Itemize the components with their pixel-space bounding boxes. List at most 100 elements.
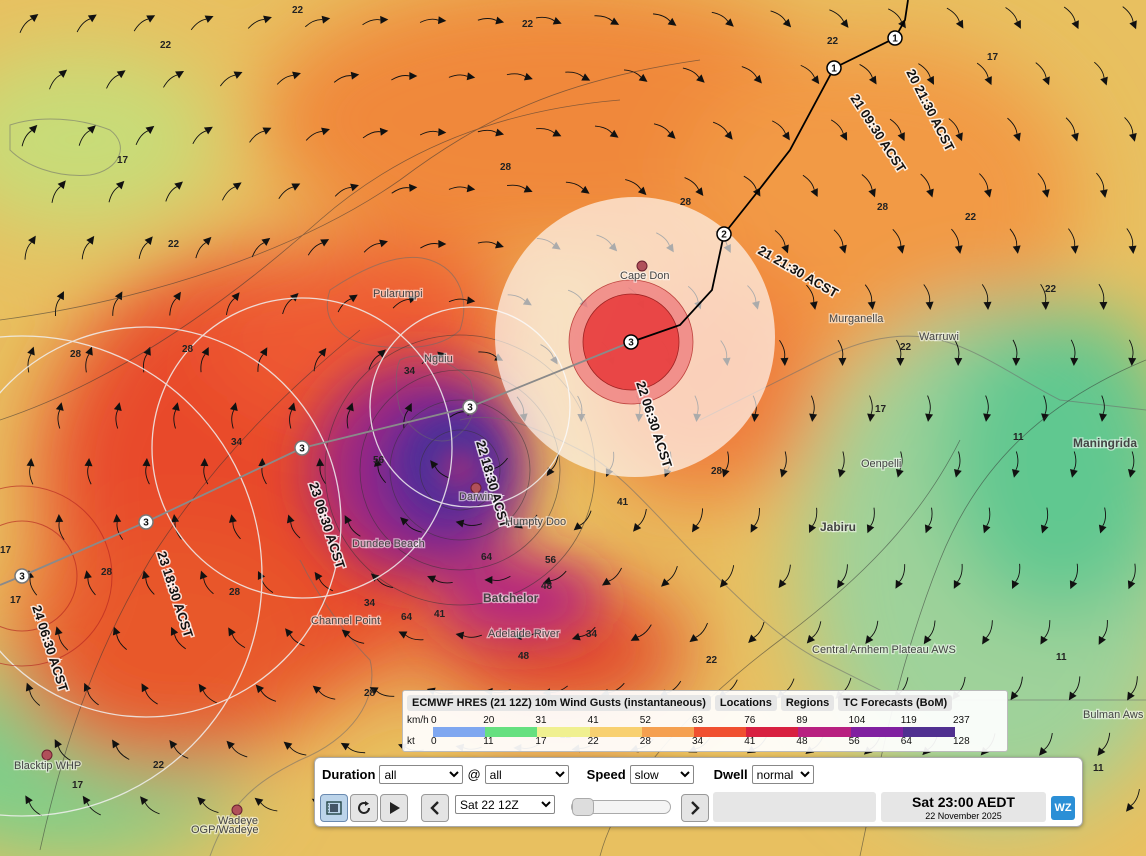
color-swatch [641, 727, 695, 737]
contour-label: 22 [292, 5, 304, 16]
film-icon[interactable] [320, 794, 348, 822]
wind-arrow [711, 11, 734, 27]
wind-arrow [981, 284, 992, 310]
tc-category-marker[interactable]: 3 [14, 568, 30, 584]
contour-label: 34 [404, 366, 416, 377]
wind-arrow [54, 739, 71, 761]
wind-arrow [809, 395, 818, 422]
wind-arrow [924, 507, 933, 534]
place-marker[interactable] [41, 749, 53, 761]
wind-arrow [948, 118, 963, 142]
place-label: Darwin [459, 491, 493, 503]
place-label: Jabiru [820, 520, 856, 534]
next-icon[interactable] [681, 794, 709, 822]
wind-arrow [506, 72, 533, 81]
tc-category-marker[interactable]: 2 [716, 226, 732, 242]
scale-tick: 20 [483, 715, 495, 726]
wind-arrow [251, 237, 271, 258]
wind-arrow [806, 284, 818, 310]
wind-arrow [895, 451, 904, 478]
speed-select[interactable]: slow [629, 765, 694, 784]
place-marker[interactable] [636, 260, 648, 272]
wind-arrow [165, 181, 183, 202]
tc-category-marker[interactable]: 3 [138, 514, 154, 530]
color-bar [433, 727, 956, 737]
at-select[interactable]: all [484, 765, 569, 784]
place-marker[interactable] [470, 482, 482, 494]
wind-direction-arrows [19, 6, 1140, 817]
scale-tick: 0 [431, 736, 437, 747]
wind-arrow [774, 230, 789, 254]
scale-tick: 56 [848, 736, 860, 747]
duration-select[interactable]: all [379, 765, 464, 784]
color-swatch [902, 727, 956, 737]
tc-category-marker[interactable]: 3 [623, 334, 639, 350]
wind-arrow [55, 402, 64, 429]
wind-arrow [1068, 228, 1079, 254]
wind-arrow [142, 458, 151, 485]
contour-label: 64 [401, 612, 413, 623]
time-slider-handle[interactable] [572, 798, 594, 816]
scale-tick: 41 [587, 715, 599, 726]
wind-arrow [802, 174, 818, 198]
play-icon[interactable] [380, 794, 408, 822]
wind-arrow [283, 741, 307, 756]
wind-arrow [78, 125, 96, 146]
wind-arrow [400, 517, 422, 533]
legend-tab-locations[interactable]: Locations [714, 695, 777, 711]
wind-arrow [1126, 228, 1137, 254]
display-time: Sat 23:00 AEDT [912, 794, 1015, 810]
color-scale: km/h kt 0 20 31 41 52 63 76 89 104 119 237 0 11 17 22… [407, 715, 1003, 749]
tc-category-marker[interactable]: 1 [826, 60, 842, 76]
wind-arrow [513, 630, 540, 641]
wind-arrow [228, 627, 246, 649]
time-step-select[interactable]: Sat 22 12Z [455, 795, 555, 814]
tc-category-marker[interactable]: 1 [887, 30, 903, 46]
color-swatch [589, 727, 642, 737]
at-label: @ [467, 767, 481, 782]
wind-arrow [85, 346, 93, 373]
tc-category-label: 1 [892, 34, 898, 45]
wind-arrow [1099, 395, 1108, 422]
wind-arrow [920, 173, 934, 198]
wind-arrow [1065, 117, 1079, 142]
tc-category-marker[interactable]: 3 [462, 399, 478, 415]
contour-label: 22 [160, 40, 172, 51]
wind-arrow [982, 507, 991, 534]
scale-tick: 22 [587, 736, 599, 747]
legend-tab-layer[interactable]: ECMWF HRES (21 12Z) 10m Wind Gusts (inst… [407, 695, 711, 711]
wind-arrow [334, 183, 359, 197]
time-slider[interactable] [571, 798, 671, 816]
contour-label: 28 [229, 587, 241, 598]
wind-arrow [1037, 172, 1050, 198]
place-marker[interactable] [231, 804, 243, 816]
refresh-icon[interactable] [350, 794, 378, 822]
dwell-select[interactable]: normal [751, 765, 814, 784]
contour-label: 22 [168, 239, 180, 250]
wind-arrow [346, 402, 354, 429]
legend-tab-regions[interactable]: Regions [780, 695, 835, 711]
wind-arrow [712, 121, 733, 140]
contour-label: 22 [153, 760, 165, 771]
contour-label: 11 [1013, 432, 1024, 443]
wind-arrow [719, 565, 735, 588]
display-date: 22 November 2025 [925, 811, 1002, 821]
scale-tick: 52 [639, 715, 651, 726]
wind-arrow [403, 403, 412, 429]
wind-arrow [341, 629, 365, 644]
tc-category-label: 1 [831, 64, 837, 75]
wind-arrow [316, 458, 326, 484]
previous-icon[interactable] [421, 794, 449, 822]
wind-arrow [837, 564, 848, 589]
wind-arrow [84, 570, 96, 596]
legend-tab-tc-forecasts[interactable]: TC Forecasts (BoM) [838, 695, 953, 711]
contour-label: 22 [965, 212, 977, 223]
wind-arrow [112, 291, 123, 316]
tc-category-marker[interactable]: 3 [294, 440, 310, 456]
wind-arrow [427, 575, 453, 584]
wind-arrow [391, 183, 418, 194]
wind-arrow [392, 295, 417, 309]
wind-arrow [81, 235, 95, 260]
options-row: Duration all @ all Speed slow Dwell norm… [322, 765, 814, 784]
